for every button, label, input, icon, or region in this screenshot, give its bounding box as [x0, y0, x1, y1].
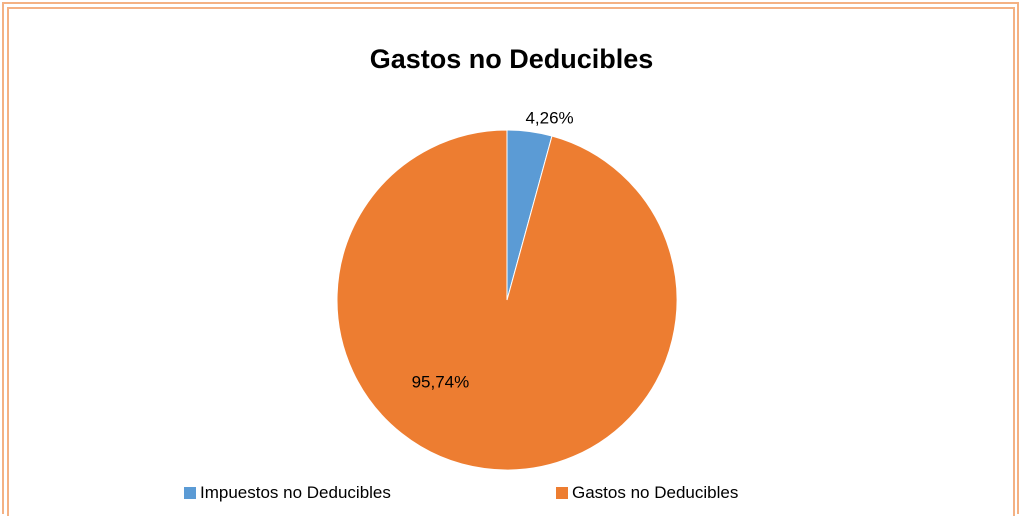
legend-item-gastos: Gastos no Deducibles [556, 483, 738, 503]
data-label-impuestos: 4,26% [525, 109, 573, 128]
chart-frame-inner [7, 7, 1015, 516]
data-label-gastos: 95,74% [412, 373, 470, 392]
pie-slice-gastos [336, 129, 678, 471]
pie-data-labels: 4,26% 95,74% [412, 109, 574, 392]
legend-item-impuestos: Impuestos no Deducibles [184, 483, 391, 503]
chart-title: Gastos no Deducibles [369, 44, 654, 74]
chart-legend: Impuestos no Deducibles Gastos no Deduci… [0, 483, 1023, 507]
legend-label-gastos: Gastos no Deducibles [572, 483, 739, 502]
legend-swatch-impuestos [184, 487, 196, 499]
pie-slices [336, 129, 678, 471]
legend-label-impuestos: Impuestos no Deducibles [200, 483, 391, 502]
legend-swatch-gastos [556, 487, 568, 499]
